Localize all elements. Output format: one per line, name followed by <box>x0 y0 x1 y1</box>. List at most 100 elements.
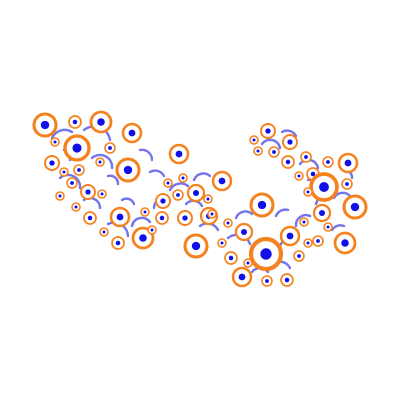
connector-arc <box>274 208 290 218</box>
blue-dot <box>192 189 200 197</box>
ring-dot-motif <box>261 275 273 287</box>
ring-dot-motif <box>168 143 190 165</box>
ring-dot-motif <box>109 206 131 228</box>
blue-dot <box>72 119 78 125</box>
ring-dot-motif <box>279 225 301 247</box>
blue-dot <box>287 139 293 145</box>
blue-dot <box>102 230 106 234</box>
ring-dot-motif <box>63 134 91 162</box>
blue-dot <box>143 210 147 214</box>
blue-dot <box>344 159 352 167</box>
blue-dot <box>246 261 250 265</box>
blue-dot <box>182 215 188 221</box>
ring-dot-motif <box>95 157 105 167</box>
ring-dot-motif <box>32 112 58 138</box>
blue-dot <box>272 150 276 154</box>
ring-dot-motif <box>207 209 217 219</box>
ring-dot-motif <box>89 110 113 134</box>
blue-dot <box>175 150 183 158</box>
blue-dot <box>319 182 329 192</box>
blue-dot <box>100 192 104 196</box>
connector-arc <box>120 197 136 206</box>
ring-dot-motif <box>177 210 193 226</box>
ring-dot-motif <box>243 258 253 268</box>
blue-dot <box>181 176 185 180</box>
ring-dot-motif <box>71 202 81 212</box>
blue-dot <box>62 170 66 174</box>
blue-dot <box>206 197 210 201</box>
blue-dot <box>176 193 180 197</box>
blue-dot <box>226 221 230 225</box>
blue-dot <box>191 241 201 251</box>
ring-dot-motif <box>337 152 359 174</box>
blue-dot <box>350 202 360 212</box>
ring-dot-motif <box>333 231 357 255</box>
ring-dot-motif <box>293 250 305 262</box>
connector-arc <box>234 210 254 220</box>
connector-arc <box>294 214 312 228</box>
ring-dot-motif <box>300 151 312 163</box>
ring-dot-motif <box>280 273 294 287</box>
ring-dot-motif <box>68 115 82 129</box>
ring-dot-motif <box>147 225 157 235</box>
blue-dot <box>53 140 57 144</box>
connector-arc <box>90 153 114 170</box>
blue-dot <box>160 198 166 204</box>
connector-arc <box>138 148 154 162</box>
ring-dot-motif <box>121 122 143 144</box>
ring-dot-motif <box>99 227 109 237</box>
blue-dot <box>85 189 91 195</box>
blue-dot <box>238 273 246 281</box>
blue-dot <box>240 228 248 236</box>
blue-dot <box>128 129 136 137</box>
ring-dot-motif <box>115 157 141 183</box>
blue-dot <box>123 165 133 175</box>
blue-dot <box>297 174 301 178</box>
ring-dot-motif <box>44 155 60 171</box>
ring-dot-motif <box>140 207 150 217</box>
ring-dot-motif <box>249 135 259 145</box>
blue-dot <box>252 138 256 142</box>
ring-dot-motif <box>59 167 69 177</box>
blue-dot <box>228 255 234 261</box>
blue-dot <box>284 277 290 283</box>
ring-dot-motif <box>248 236 284 272</box>
ring-dot-motif <box>203 194 213 204</box>
blue-dot <box>306 241 310 245</box>
ring-dot-motif <box>322 156 334 168</box>
blue-dot <box>310 171 316 177</box>
blue-dot <box>166 181 170 185</box>
ring-dot-motif <box>131 226 155 250</box>
ring-dot-motif <box>342 194 368 220</box>
connector-arc <box>50 128 74 140</box>
blue-dot <box>265 279 269 283</box>
ring-dot-motif <box>312 203 332 223</box>
blue-dot <box>285 159 291 165</box>
blue-dot <box>58 194 62 198</box>
ring-dot-motif <box>312 235 324 247</box>
blue-dot <box>326 160 330 164</box>
ring-dot-motif <box>253 146 263 156</box>
ring-dot-motif <box>341 178 353 190</box>
ring-dot-motif <box>111 236 125 250</box>
ring-dot-motif <box>73 164 85 176</box>
ring-dot-motif <box>223 218 233 228</box>
ring-layer <box>32 110 368 288</box>
ring-dot-motif <box>104 142 116 154</box>
ring-dot-motif <box>80 184 96 200</box>
ring-dot-motif <box>211 170 233 192</box>
connector-arc <box>330 224 346 232</box>
blue-dot <box>326 225 330 229</box>
ring-dot-motif <box>217 238 227 248</box>
blue-dot <box>318 209 326 217</box>
blue-dot <box>297 254 301 258</box>
ring-dot-motif <box>299 217 309 227</box>
blue-dot <box>49 160 55 166</box>
blue-dot <box>97 118 105 126</box>
blue-dot <box>286 232 294 240</box>
ring-dot-motif <box>249 192 275 218</box>
ring-dot-motif <box>281 155 295 169</box>
blue-dot <box>108 146 112 150</box>
ring-dot-motif <box>309 172 339 202</box>
